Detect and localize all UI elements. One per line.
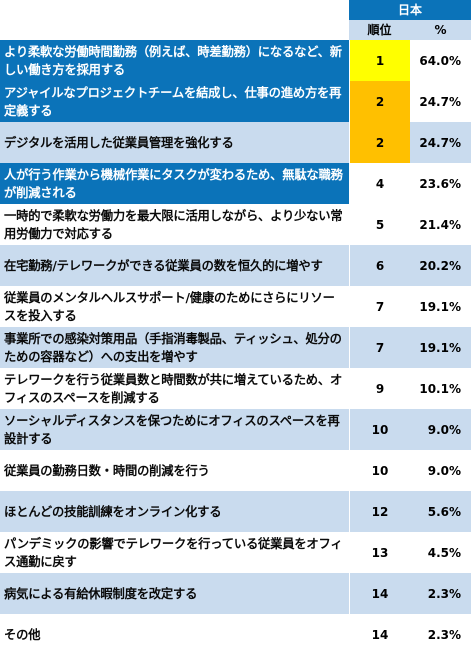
- table-row: ほとんどの技能訓練をオンライン化する 12 5.6%: [0, 491, 471, 532]
- row-percent: 9.0%: [410, 409, 471, 450]
- table-row: デジタルを活用した従業員管理を強化する 2 24.7%: [0, 122, 471, 163]
- table-header: 日本 順位 %: [0, 0, 471, 40]
- row-label: 在宅勤務/テレワークができる従業員の数を恒久的に増やす: [4, 258, 323, 273]
- row-rank: 12: [349, 491, 410, 532]
- rank-column-header: 順位: [349, 20, 410, 40]
- row-rank: 14: [349, 614, 410, 655]
- row-rank: 1: [349, 40, 410, 81]
- table-row: パンデミックの影響でテレワークを行っている従業員をオフィス通勤に戻す 13 4.…: [0, 532, 471, 573]
- row-rank: 2: [349, 81, 410, 122]
- row-percent: 64.0%: [410, 40, 471, 81]
- row-label: テレワークを行う従業員数と時間数が共に増えているため、オフィスのスペースを削減す…: [4, 372, 343, 405]
- table-row: 人が行う作業から機械作業にタスクが変わるため、無駄な職務が削減される 4 23.…: [0, 163, 471, 204]
- row-label: 従業員のメンタルヘルスサポート/健康のためにさらにリソースを投入する: [4, 290, 335, 323]
- row-percent: 23.6%: [410, 163, 471, 204]
- row-rank: 10: [349, 409, 410, 450]
- table-row: ソーシャルディスタンスを保つためにオフィスのスペースを再設計する 10 9.0%: [0, 409, 471, 450]
- row-percent: 10.1%: [410, 368, 471, 409]
- row-percent: 2.3%: [410, 573, 471, 614]
- row-rank: 7: [349, 327, 410, 368]
- table-row: テレワークを行う従業員数と時間数が共に増えているため、オフィスのスペースを削減す…: [0, 368, 471, 409]
- row-rank: 14: [349, 573, 410, 614]
- row-rank: 9: [349, 368, 410, 409]
- row-percent: 19.1%: [410, 286, 471, 327]
- table-row: 在宅勤務/テレワークができる従業員の数を恒久的に増やす 6 20.2%: [0, 245, 471, 286]
- table-row: 従業員のメンタルヘルスサポート/健康のためにさらにリソースを投入する 7 19.…: [0, 286, 471, 327]
- row-percent: 24.7%: [410, 122, 471, 163]
- table-row: 病気による有給休暇制度を改定する 14 2.3%: [0, 573, 471, 614]
- table-row: 事業所での感染対策用品（手指消毒製品、ティッシュ、処分のための容器など）への支出…: [0, 327, 471, 368]
- row-label: より柔軟な労働時間勤務（例えば、時差勤務）になるなど、新しい働き方を採用する: [4, 44, 342, 77]
- row-label: 事業所での感染対策用品（手指消毒製品、ティッシュ、処分のための容器など）への支出…: [4, 331, 342, 364]
- row-rank: 10: [349, 450, 410, 491]
- row-label: その他: [4, 627, 41, 642]
- row-percent: 4.5%: [410, 532, 471, 573]
- table-row: 従業員の勤務日数・時間の削減を行う 10 9.0%: [0, 450, 471, 491]
- row-rank: 6: [349, 245, 410, 286]
- row-label: 従業員の勤務日数・時間の削減を行う: [4, 463, 210, 478]
- row-percent: 5.6%: [410, 491, 471, 532]
- row-label: 一時的で柔軟な労働力を最大限に活用しながら、より少ない常用労働力で対応する: [4, 208, 343, 241]
- row-rank: 2: [349, 122, 410, 163]
- row-label: アジャイルなプロジェクトチームを結成し、仕事の進め方を再定義する: [4, 85, 342, 118]
- row-percent: 20.2%: [410, 245, 471, 286]
- row-percent: 24.7%: [410, 81, 471, 122]
- row-percent: 2.3%: [410, 614, 471, 655]
- row-label: ソーシャルディスタンスを保つためにオフィスのスペースを再設計する: [4, 413, 340, 446]
- row-label: 病気による有給休暇制度を改定する: [4, 586, 198, 601]
- row-percent: 19.1%: [410, 327, 471, 368]
- country-header: 日本: [349, 0, 471, 20]
- table-body: より柔軟な労働時間勤務（例えば、時差勤務）になるなど、新しい働き方を採用する 1…: [0, 40, 471, 655]
- table-row: アジャイルなプロジェクトチームを結成し、仕事の進め方を再定義する 2 24.7%: [0, 81, 471, 122]
- row-percent: 21.4%: [410, 204, 471, 245]
- row-rank: 5: [349, 204, 410, 245]
- row-label: ほとんどの技能訓練をオンライン化する: [4, 504, 222, 519]
- table-row: より柔軟な労働時間勤務（例えば、時差勤務）になるなど、新しい働き方を採用する 1…: [0, 40, 471, 81]
- row-label: デジタルを活用した従業員管理を強化する: [4, 135, 234, 150]
- row-rank: 4: [349, 163, 410, 204]
- table-row: その他 14 2.3%: [0, 614, 471, 655]
- row-label: パンデミックの影響でテレワークを行っている従業員をオフィス通勤に戻す: [4, 536, 343, 569]
- row-percent: 9.0%: [410, 450, 471, 491]
- table-row: 一時的で柔軟な労働力を最大限に活用しながら、より少ない常用労働力で対応する 5 …: [0, 204, 471, 245]
- row-rank: 7: [349, 286, 410, 327]
- row-label: 人が行う作業から機械作業にタスクが変わるため、無駄な職務が削減される: [4, 167, 343, 200]
- row-rank: 13: [349, 532, 410, 573]
- percent-column-header: %: [410, 20, 471, 40]
